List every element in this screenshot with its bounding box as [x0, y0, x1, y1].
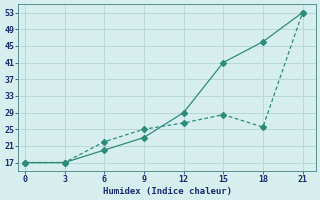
X-axis label: Humidex (Indice chaleur): Humidex (Indice chaleur): [103, 187, 232, 196]
